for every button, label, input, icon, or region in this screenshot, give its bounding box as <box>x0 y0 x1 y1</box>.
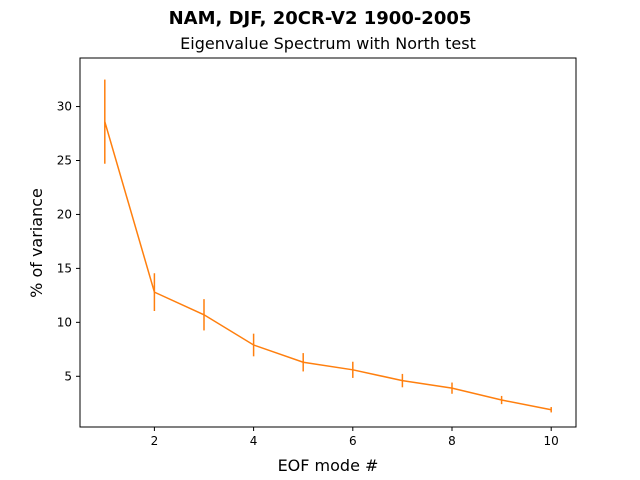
y-axis-label: % of variance <box>27 188 46 298</box>
series-line <box>104 121 552 411</box>
plot-area <box>79 57 577 428</box>
x-tick-label: 8 <box>448 434 456 448</box>
y-tick-label: 5 <box>64 369 72 383</box>
y-tick-label: 15 <box>57 261 72 275</box>
y-tick-label: 10 <box>57 315 72 329</box>
x-tick-label: 2 <box>151 434 159 448</box>
x-tick-label: 10 <box>544 434 559 448</box>
y-tick-label: 30 <box>57 100 72 114</box>
series-layer <box>104 79 552 413</box>
y-axis-ticks: 5 10 15 20 25 30 <box>57 100 80 383</box>
x-axis-label: EOF mode # <box>278 456 379 475</box>
y-tick-label: 25 <box>57 154 72 168</box>
x-tick-label: 4 <box>250 434 258 448</box>
x-axis-ticks: 2 4 6 8 10 <box>151 427 559 448</box>
x-tick-label: 6 <box>349 434 357 448</box>
chart-subtitle: Eigenvalue Spectrum with North test <box>180 34 476 53</box>
chart-title: NAM, DJF, 20CR-V2 1900-2005 <box>169 8 472 29</box>
y-tick-label: 20 <box>57 207 72 221</box>
